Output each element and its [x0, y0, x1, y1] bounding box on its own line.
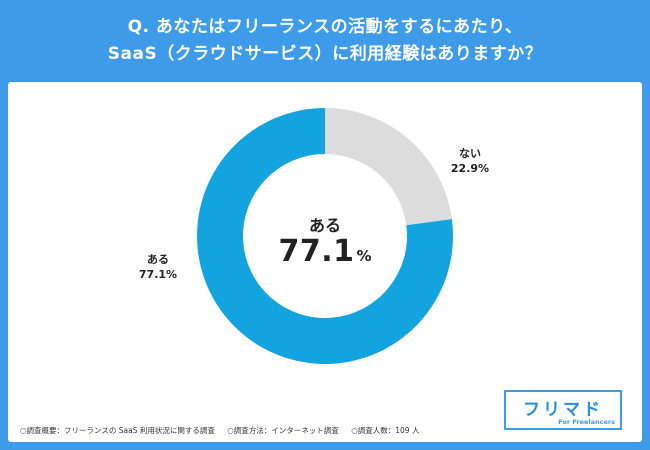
footnote-survey-count: ○調査人数：109 人 [351, 426, 420, 435]
center-category-label: ある [308, 216, 341, 235]
center-value-unit: % [356, 247, 372, 265]
furimado-logo: フリマド For Freelancers [504, 390, 622, 430]
slice-value-aru: 77.1% [138, 268, 178, 281]
donut-slice-nai [325, 108, 452, 226]
slice-category-nai: ない [459, 147, 481, 160]
center-value-number: 77.1 [278, 234, 355, 269]
survey-footnote: ○調査概要：フリーランスの SaaS 利用状況に関する調査 ○調査方法：インター… [20, 425, 429, 436]
slice-label-nai: ない 22.9% [440, 146, 500, 176]
slice-category-aru: ある [147, 253, 169, 266]
question-line-2: SaaS（クラウドサービス）に利用経験はありますか？ [107, 44, 543, 64]
question-line-1: Q. あなたはフリーランスの活動をするにあたり、 [127, 17, 523, 37]
donut-chart [197, 108, 453, 364]
center-value: 77.1% [250, 234, 400, 269]
donut-slice-aru [197, 108, 453, 364]
question-header: Q. あなたはフリーランスの活動をするにあたり、 SaaS（クラウドサービス）に… [0, 0, 650, 82]
logo-name: フリマド [523, 400, 603, 420]
slice-value-nai: 22.9% [450, 162, 490, 175]
slice-label-aru: ある 77.1% [128, 252, 188, 282]
footnote-survey-overview: ○調査概要：フリーランスの SaaS 利用状況に関する調査 [20, 426, 215, 435]
footnote-survey-method: ○調査方法：インターネット調査 [227, 426, 339, 435]
chart-panel: ない 22.9% ある 77.1% ある 77.1% ○調査概要：フリーランスの… [8, 82, 642, 442]
logo-tagline: For Freelancers [558, 418, 615, 426]
